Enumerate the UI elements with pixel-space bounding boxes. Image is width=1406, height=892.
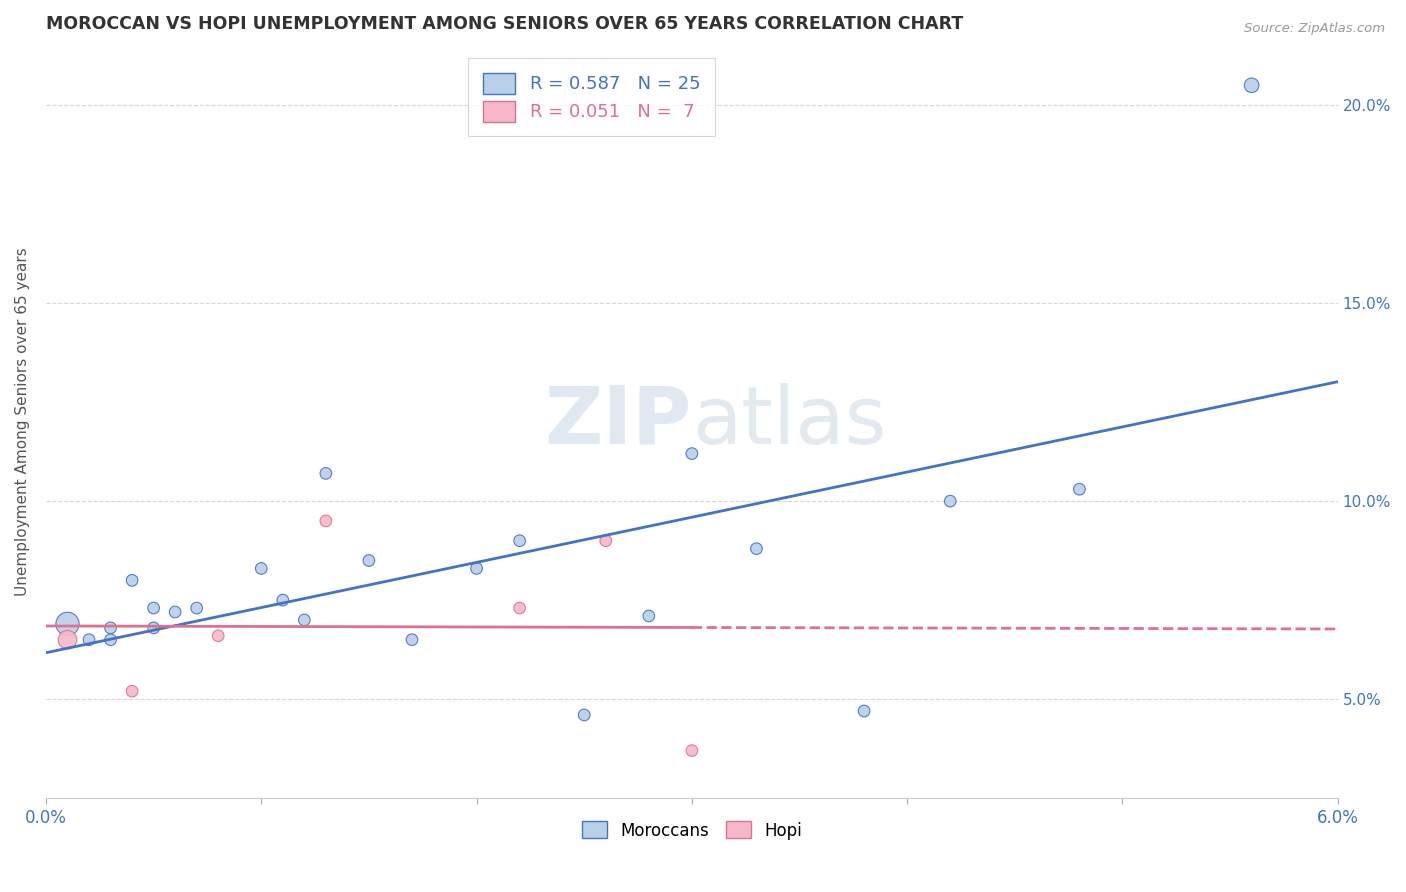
Point [595,533,617,548]
Text: Source: ZipAtlas.com: Source: ZipAtlas.com [1244,22,1385,36]
Point [1069,482,1091,496]
Text: atlas: atlas [692,383,886,461]
Point [509,601,531,615]
Point [681,743,703,757]
Y-axis label: Unemployment Among Seniors over 65 years: Unemployment Among Seniors over 65 years [15,247,30,596]
Point [315,467,337,481]
Point [681,447,703,461]
Text: ZIP: ZIP [544,383,692,461]
Point [207,629,229,643]
Point [165,605,187,619]
Point [100,632,122,647]
Point [357,553,380,567]
Point [186,601,208,615]
Point [250,561,273,575]
Point [142,601,165,615]
Point [574,708,596,723]
Point [745,541,768,556]
Point [77,632,100,647]
Point [939,494,962,508]
Point [315,514,337,528]
Point [142,621,165,635]
Point [509,533,531,548]
Point [1240,78,1263,93]
Text: MOROCCAN VS HOPI UNEMPLOYMENT AMONG SENIORS OVER 65 YEARS CORRELATION CHART: MOROCCAN VS HOPI UNEMPLOYMENT AMONG SENI… [46,15,963,33]
Point [853,704,876,718]
Point [121,574,143,588]
Point [121,684,143,698]
Point [100,621,122,635]
Point [465,561,488,575]
Legend: Moroccans, Hopi: Moroccans, Hopi [575,814,808,847]
Point [401,632,423,647]
Point [271,593,294,607]
Point [56,632,79,647]
Point [56,616,79,631]
Point [637,609,659,624]
Point [292,613,315,627]
